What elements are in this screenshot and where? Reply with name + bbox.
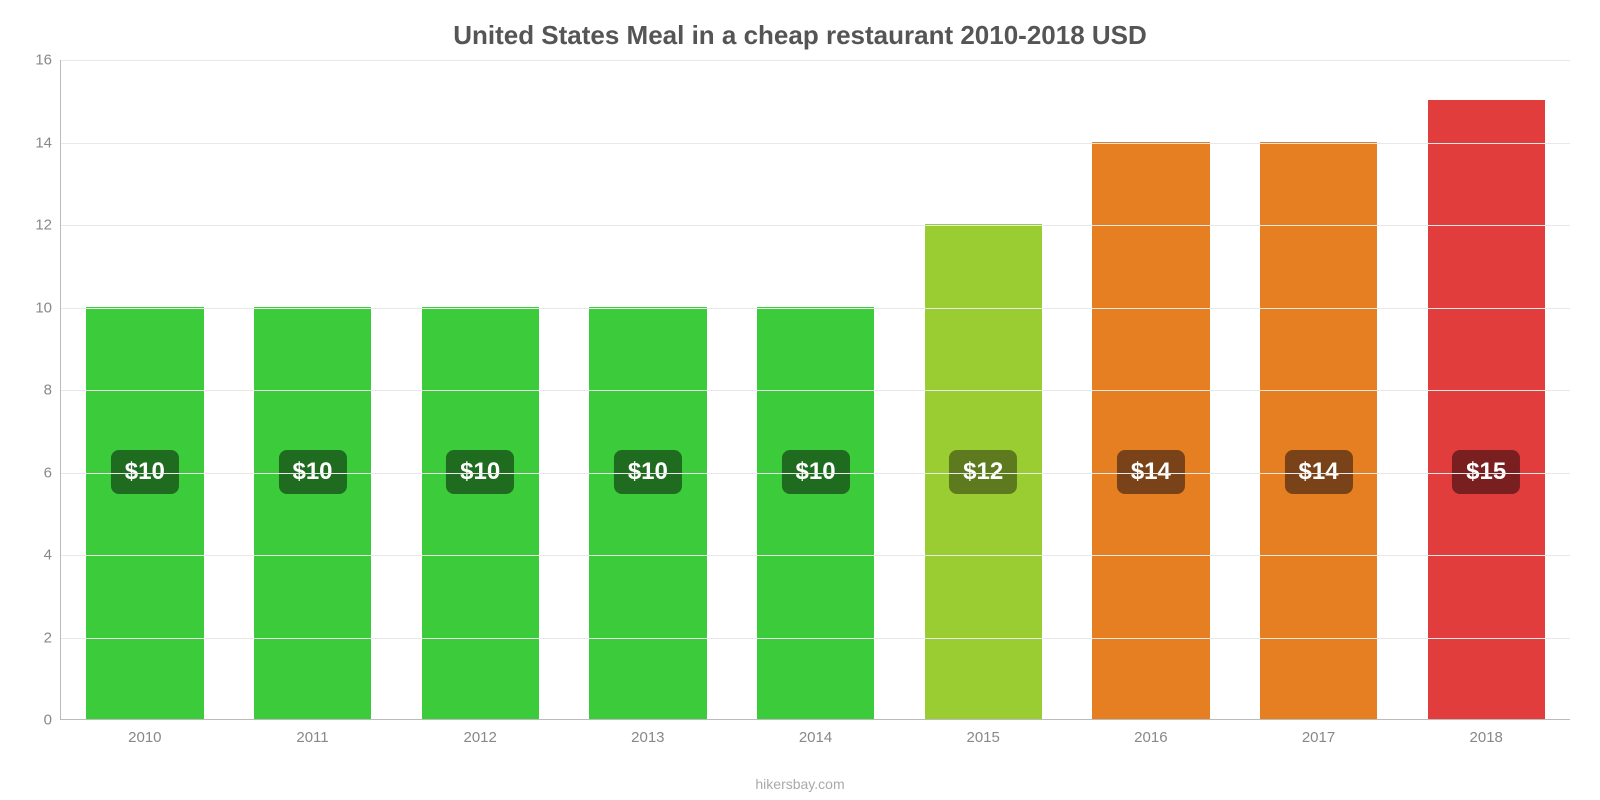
chart-title: United States Meal in a cheap restaurant… xyxy=(0,20,1600,51)
bar-value-label: $12 xyxy=(949,450,1017,494)
ytick-label: 14 xyxy=(12,134,52,151)
xtick-label: 2018 xyxy=(1470,729,1503,746)
bar: $14 xyxy=(1260,142,1377,720)
plot-area: $102010$102011$102012$102013$102014$1220… xyxy=(60,60,1570,720)
bar-value-label: $10 xyxy=(278,450,346,494)
ytick-label: 0 xyxy=(12,712,52,729)
bar: $10 xyxy=(86,307,203,720)
bar: $10 xyxy=(422,307,539,720)
gridline xyxy=(61,225,1570,226)
ytick-label: 8 xyxy=(12,382,52,399)
bar-value-label: $10 xyxy=(446,450,514,494)
xtick-label: 2013 xyxy=(631,729,664,746)
ytick-label: 16 xyxy=(12,52,52,69)
xtick-label: 2014 xyxy=(799,729,832,746)
bar: $14 xyxy=(1092,142,1209,720)
bar-value-label: $10 xyxy=(781,450,849,494)
gridline xyxy=(61,473,1570,474)
ytick-label: 6 xyxy=(12,464,52,481)
xtick-label: 2015 xyxy=(967,729,1000,746)
xtick-label: 2010 xyxy=(128,729,161,746)
xtick-label: 2016 xyxy=(1134,729,1167,746)
gridline xyxy=(61,143,1570,144)
gridline xyxy=(61,60,1570,61)
gridline xyxy=(61,638,1570,639)
gridline xyxy=(61,390,1570,391)
bar-value-label: $10 xyxy=(111,450,179,494)
ytick-label: 2 xyxy=(12,629,52,646)
ytick-label: 12 xyxy=(12,217,52,234)
price-chart: United States Meal in a cheap restaurant… xyxy=(0,0,1600,800)
ytick-label: 10 xyxy=(12,299,52,316)
xtick-label: 2012 xyxy=(463,729,496,746)
bar: $12 xyxy=(925,224,1042,719)
bar-value-label: $10 xyxy=(614,450,682,494)
bar: $10 xyxy=(589,307,706,720)
gridline xyxy=(61,308,1570,309)
bar: $10 xyxy=(254,307,371,720)
gridline xyxy=(61,555,1570,556)
xtick-label: 2017 xyxy=(1302,729,1335,746)
source-label: hikersbay.com xyxy=(0,776,1600,792)
bar: $15 xyxy=(1428,100,1545,719)
xtick-label: 2011 xyxy=(296,729,328,746)
bar-value-label: $14 xyxy=(1117,450,1185,494)
bar-value-label: $15 xyxy=(1452,450,1520,494)
ytick-label: 4 xyxy=(12,547,52,564)
bar: $10 xyxy=(757,307,874,720)
bar-value-label: $14 xyxy=(1285,450,1353,494)
